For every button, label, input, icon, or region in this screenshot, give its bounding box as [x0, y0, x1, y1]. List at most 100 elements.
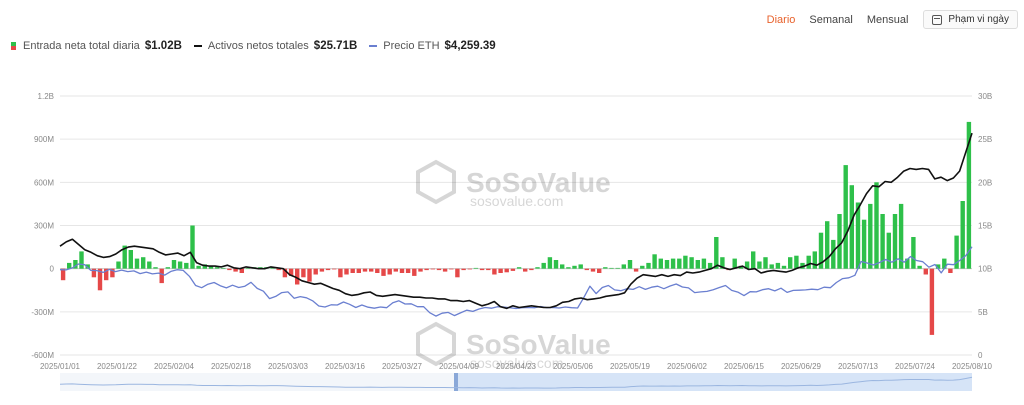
tab-monthly[interactable]: Mensual [866, 13, 909, 26]
inflow-bar [874, 182, 879, 269]
inflow-bar [689, 257, 694, 269]
inflow-bar [233, 268, 238, 272]
watermark-hexagon-icon [416, 321, 456, 367]
navigator-window [454, 373, 972, 391]
legend-price-value: $4,259.39 [444, 40, 496, 52]
inflow-bar [861, 219, 867, 269]
inflow-bar [584, 268, 589, 271]
inflow-bar [492, 268, 497, 275]
inflow-bar [855, 202, 861, 269]
inflow-bar [159, 268, 164, 284]
legend-item-assets[interactable]: Activos netos totales $25.71B [193, 40, 357, 52]
inflow-bar [898, 203, 904, 269]
inflow-bar [177, 261, 183, 269]
inflow-bar [923, 268, 928, 275]
inflow-bar [868, 203, 873, 269]
inflow-bar [479, 268, 485, 271]
y-right-tick: 10B [978, 265, 992, 274]
inflow-bar [190, 225, 195, 269]
inflow-bar [147, 261, 152, 269]
inflow-bar [214, 267, 220, 269]
inflow-bar [794, 255, 799, 269]
inflow-bar [381, 268, 386, 276]
inflow-bar [849, 185, 854, 269]
inflow-bar [369, 268, 374, 272]
x-tick-label: 2025/04/09 [439, 362, 480, 371]
x-tick-label: 2025/04/23 [496, 362, 537, 371]
x-tick-label: 2025/06/15 [724, 362, 765, 371]
inflow-bar [788, 257, 793, 269]
inflow-bar [683, 255, 688, 269]
inflow-bar [405, 268, 411, 273]
inflow-bar [473, 267, 479, 269]
y-left-tick: 300M [34, 222, 54, 231]
legend-item-price[interactable]: Precio ETH $4,259.39 [369, 40, 496, 52]
price-swatch [369, 45, 378, 47]
inflow-swatch [11, 42, 16, 50]
tab-daily[interactable]: Diario [766, 13, 796, 26]
inflow-bar [455, 268, 460, 278]
watermark-url: sosovalue.com [470, 355, 563, 371]
inflow-bar [350, 268, 355, 273]
y-left-tick: -300M [31, 308, 54, 317]
inflow-bar [110, 268, 115, 278]
inflow-bar [837, 214, 842, 269]
date-range-button[interactable]: Phạm vi ngày [923, 10, 1018, 29]
y-axis-left: 1.2B 900M 600M 300M 0 -300M -600M [31, 92, 54, 360]
inflow-bar [825, 221, 830, 269]
inflow-bar [134, 258, 140, 269]
inflow-bar [633, 268, 639, 272]
inflow-bar [128, 250, 133, 269]
x-tick-label: 2025/08/10 [952, 362, 993, 371]
inflow-bar [227, 268, 232, 271]
inflow-bar [399, 268, 405, 273]
inflow-bar [165, 267, 170, 269]
inflow-bar [245, 267, 251, 269]
inflow-bar [966, 121, 972, 269]
y-right-tick: 20B [978, 178, 992, 187]
inflow-bar [640, 265, 645, 269]
inflow-bar [664, 260, 670, 269]
inflow-bar [356, 268, 361, 273]
inflow-bar [239, 268, 244, 273]
inflow-bar [670, 258, 676, 269]
inflow-bar [603, 267, 608, 269]
legend-item-inflow[interactable]: Entrada neta total diaria $1.02B [11, 40, 182, 52]
inflow-bar [436, 268, 442, 271]
y-axis-right: 30B 25B 20B 15B 10B 5B 0 [978, 92, 992, 360]
inflow-bar [917, 265, 922, 269]
inflow-bar [911, 237, 916, 269]
inflow-bars [60, 121, 972, 335]
inflow-bar [79, 251, 84, 269]
tab-weekly[interactable]: Semanal [809, 13, 853, 26]
x-tick-label: 2025/01/22 [97, 362, 138, 371]
watermark-brand: SoSoValue [466, 329, 611, 360]
assets-swatch [193, 45, 202, 47]
inflow-bar [461, 268, 466, 271]
inflow-bar [332, 268, 337, 270]
inflow-bar [627, 260, 633, 269]
inflow-bar [560, 264, 565, 269]
x-tick-label: 2025/07/13 [838, 362, 879, 371]
inflow-bar [486, 268, 491, 271]
inflow-bar [744, 261, 750, 269]
inflow-bar [387, 268, 392, 275]
inflow-bar [313, 268, 318, 275]
y-right-tick: 25B [978, 135, 992, 144]
inflow-bar [442, 268, 448, 272]
net-assets-line [59, 132, 973, 310]
legend-inflow-value: $1.02B [144, 40, 182, 52]
inflow-bar [412, 268, 417, 276]
inflow-bar [905, 258, 910, 269]
inflow-bar [153, 267, 158, 269]
x-axis: 2025/01/01 2025/01/22 2025/02/04 2025/02/18… [40, 362, 993, 371]
inflow-bar [781, 265, 787, 269]
x-tick-label: 2025/06/02 [667, 362, 708, 371]
inflow-bar [547, 257, 553, 269]
inflow-bar [763, 257, 768, 269]
inflow-bar [831, 239, 836, 269]
inflow-bar [116, 261, 121, 269]
inflow-bar [948, 268, 953, 273]
